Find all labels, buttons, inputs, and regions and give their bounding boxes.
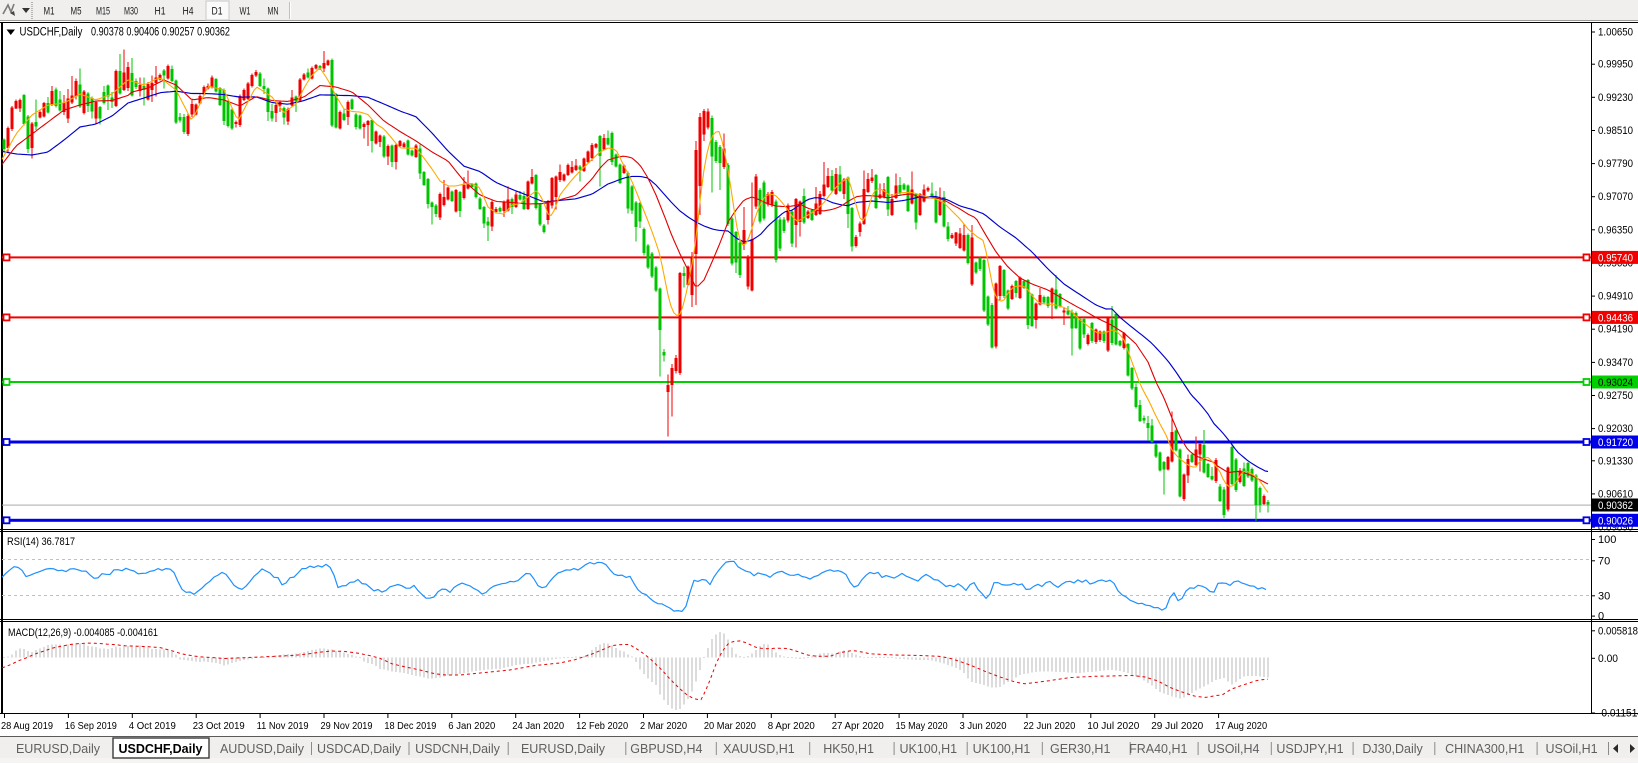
svg-text:10 Jul 2020: 10 Jul 2020 [1087,720,1139,732]
svg-text:17 Aug 2020: 17 Aug 2020 [1215,720,1267,732]
svg-text:28 Aug 2019: 28 Aug 2019 [1,720,53,732]
svg-text:15 May 2020: 15 May 2020 [896,720,948,732]
svg-text:29 Nov 2019: 29 Nov 2019 [321,720,373,732]
svg-text:0.99230: 0.99230 [1598,92,1633,104]
svg-text:30: 30 [1598,590,1610,602]
svg-text:M5: M5 [71,6,82,18]
svg-text:0.93470: 0.93470 [1598,357,1633,369]
svg-text:EURUSD,Daily: EURUSD,Daily [521,742,606,756]
svg-text:0.90378 0.90406 0.90257 0.9036: 0.90378 0.90406 0.90257 0.90362 [91,27,230,39]
svg-text:H1: H1 [155,6,166,18]
svg-text:0.92750: 0.92750 [1598,390,1633,402]
svg-text:H4: H4 [183,6,194,18]
svg-text:UK100,H1: UK100,H1 [899,742,957,756]
svg-text:0.00: 0.00 [1598,653,1618,665]
svg-text:3 Jun 2020: 3 Jun 2020 [960,720,1007,732]
svg-text:USDCHF,Daily: USDCHF,Daily [118,742,202,756]
svg-text:GBPUSD,H4: GBPUSD,H4 [630,742,702,756]
svg-text:USDCAD,Daily: USDCAD,Daily [317,742,402,756]
svg-text:FRA40,H1: FRA40,H1 [1129,742,1187,756]
svg-text:0.94436: 0.94436 [1598,312,1633,324]
svg-text:0.95740: 0.95740 [1598,252,1633,264]
svg-text:W1: W1 [240,6,251,18]
svg-text:MACD(12,26,9) -0.004085 -0.004: MACD(12,26,9) -0.004085 -0.004161 [8,627,158,639]
svg-text:0.99950: 0.99950 [1598,59,1633,71]
svg-text:UK100,H1: UK100,H1 [973,742,1031,756]
svg-text:USDCNH,Daily: USDCNH,Daily [415,742,500,756]
svg-text:AUDUSD,Daily: AUDUSD,Daily [220,742,305,756]
svg-text:GER30,H1: GER30,H1 [1050,742,1110,756]
svg-text:D1: D1 [212,6,223,18]
svg-text:0.91330: 0.91330 [1598,455,1633,467]
svg-text:11 Nov 2019: 11 Nov 2019 [257,720,309,732]
svg-text:USDCHF,Daily: USDCHF,Daily [20,27,83,39]
svg-text:16 Sep 2019: 16 Sep 2019 [65,720,117,732]
svg-text:CHINA300,H1: CHINA300,H1 [1445,742,1524,756]
svg-text:0.98510: 0.98510 [1598,125,1633,137]
svg-text:0.005818: 0.005818 [1598,625,1638,637]
svg-text:23 Oct 2019: 23 Oct 2019 [193,720,245,732]
svg-text:18 Dec 2019: 18 Dec 2019 [384,720,436,732]
svg-text:0.97790: 0.97790 [1598,158,1633,170]
svg-text:0.97070: 0.97070 [1598,191,1633,203]
svg-text:6 Jan 2020: 6 Jan 2020 [448,720,495,732]
svg-text:8 Apr 2020: 8 Apr 2020 [768,720,815,732]
svg-text:0.91720: 0.91720 [1598,437,1633,449]
svg-text:M1: M1 [44,6,55,18]
svg-text:12 Feb 2020: 12 Feb 2020 [576,720,628,732]
svg-text:DJ30,Daily: DJ30,Daily [1362,742,1423,756]
svg-text:USOil,H1: USOil,H1 [1545,742,1597,756]
svg-text:M30: M30 [124,6,138,18]
svg-text:0.90362: 0.90362 [1598,500,1633,512]
svg-text:0: 0 [1598,611,1604,623]
svg-text:1.00650: 1.00650 [1598,27,1633,39]
svg-text:22 Jun 2020: 22 Jun 2020 [1023,720,1075,732]
svg-text:EURUSD,Daily: EURUSD,Daily [16,742,101,756]
svg-text:M15: M15 [96,6,110,18]
svg-text:USDJPY,H1: USDJPY,H1 [1276,742,1343,756]
svg-text:0.90026: 0.90026 [1598,515,1633,527]
svg-text:0.94910: 0.94910 [1598,291,1633,303]
svg-text:0.94190: 0.94190 [1598,324,1633,336]
svg-text:XAUUSD,H1: XAUUSD,H1 [723,742,795,756]
svg-text:HK50,H1: HK50,H1 [823,742,874,756]
svg-text:RSI(14) 36.7817: RSI(14) 36.7817 [7,536,75,548]
svg-text:MN: MN [268,6,279,18]
svg-text:0.96350: 0.96350 [1598,224,1633,236]
svg-text:70: 70 [1598,555,1610,567]
svg-text:0.90610: 0.90610 [1598,488,1633,500]
svg-text:27 Apr 2020: 27 Apr 2020 [832,720,884,732]
svg-text:29 Jul 2020: 29 Jul 2020 [1151,720,1203,732]
svg-text:4 Oct 2019: 4 Oct 2019 [129,720,176,732]
svg-text:20 Mar 2020: 20 Mar 2020 [704,720,756,732]
svg-text:0.92030: 0.92030 [1598,423,1633,435]
svg-text:24 Jan 2020: 24 Jan 2020 [512,720,564,732]
svg-text:2 Mar 2020: 2 Mar 2020 [640,720,687,732]
svg-text:USOil,H4: USOil,H4 [1207,742,1259,756]
svg-text:0.93024: 0.93024 [1598,377,1633,389]
svg-text:100: 100 [1598,534,1616,546]
svg-text:-0.011514: -0.011514 [1598,708,1638,720]
